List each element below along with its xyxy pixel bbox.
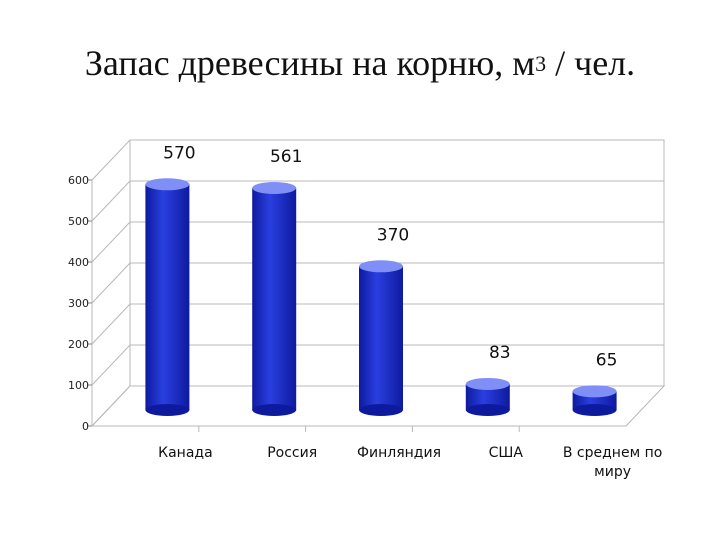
bars [145,178,617,416]
data-label: 561 [270,147,302,167]
data-label: 370 [377,225,409,245]
category-label: Финляндия [357,445,441,461]
y-tick-label: 500 [68,215,89,228]
bar [252,181,297,416]
category-label: Россия [267,445,317,461]
y-tick-label: 200 [68,338,89,351]
data-labels: 570 561 370 83 65 [163,143,617,370]
category-label: В среднем по миру [563,445,662,480]
y-tick-label: 100 [68,379,89,392]
data-label: 570 [163,143,195,163]
data-label: 65 [596,350,618,370]
data-label: 83 [489,343,511,363]
bar [465,377,510,416]
bar [359,260,403,416]
y-tick-label: 0 [82,420,89,433]
bar [145,178,190,416]
y-tick-label: 400 [68,256,89,269]
category-label: Канада [158,445,213,461]
y-tick-label: 600 [68,174,89,187]
bar [572,385,617,416]
chart-title: Запас древесины на корню, м3 / чел. [84,43,636,83]
category-labels: Канада Россия Финляндия США В среднем по миру [158,445,662,480]
y-tick-label: 300 [68,297,89,310]
category-label: США [489,445,524,461]
